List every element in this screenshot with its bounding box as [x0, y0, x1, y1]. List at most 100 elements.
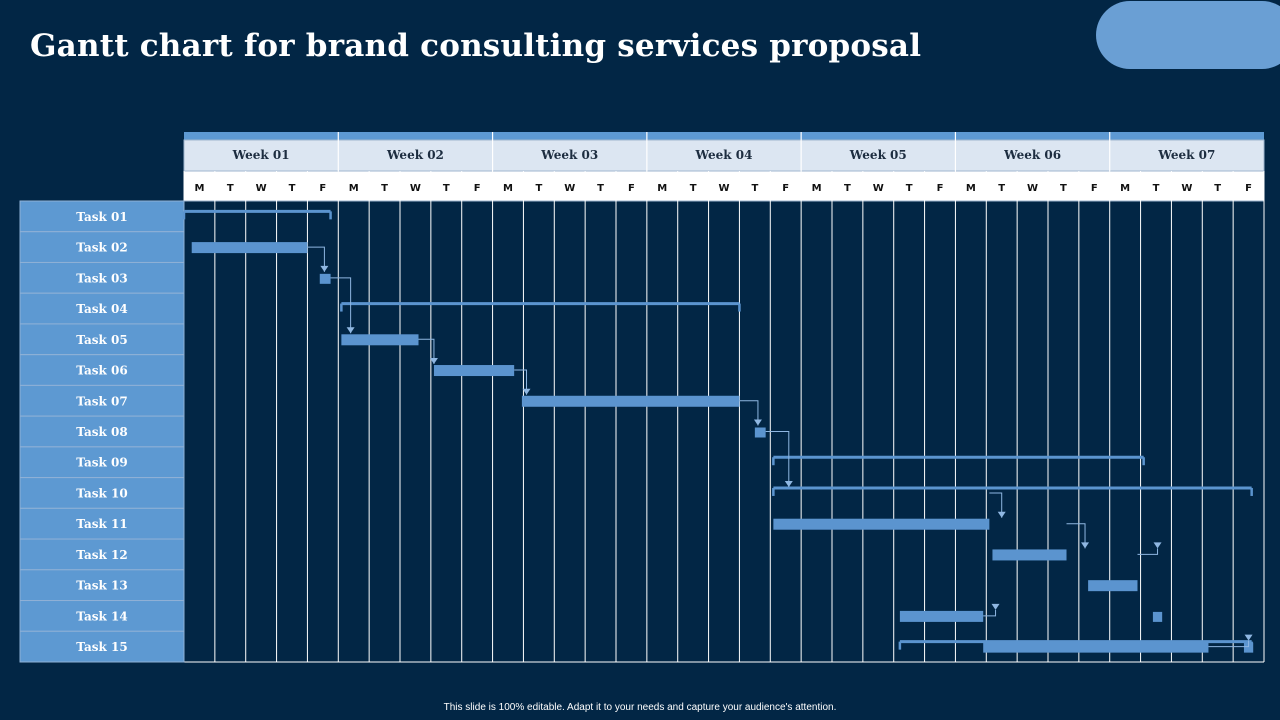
task-label: Task 05 [76, 333, 128, 347]
week-label: Week 07 [1157, 148, 1215, 162]
day-label: T [597, 183, 604, 194]
task-label-cell [19, 292, 185, 325]
week-label: Week 01 [232, 148, 290, 162]
task-label: Task 09 [76, 456, 128, 470]
day-label: T [381, 183, 388, 194]
week-label: Week 05 [849, 148, 907, 162]
dependency-link [765, 431, 790, 487]
task-label: Task 11 [76, 517, 128, 531]
day-label: F [1091, 183, 1098, 194]
task-label: Task 04 [76, 302, 128, 316]
day-label: M [349, 183, 359, 194]
day-label: F [937, 183, 944, 194]
week-label: Week 04 [695, 148, 753, 162]
week-label: Week 03 [540, 148, 598, 162]
task-label: Task 14 [76, 609, 128, 623]
day-label: F [319, 183, 326, 194]
task-label: Task 01 [76, 210, 128, 224]
task-label: Task 13 [76, 579, 128, 593]
task-label-cell [19, 231, 185, 263]
page-title: Gantt chart for brand consulting service… [30, 28, 922, 64]
milestone-bar [1152, 611, 1163, 622]
task-bar [191, 242, 308, 254]
dependency-arrow [991, 603, 1000, 610]
day-label: W [564, 183, 575, 194]
day-label: T [844, 183, 851, 194]
day-label: T [1214, 183, 1221, 194]
dependency-arrow [1081, 542, 1090, 549]
day-label: T [1153, 183, 1160, 194]
day-label: F [474, 183, 481, 194]
task-label: Task 10 [76, 486, 128, 500]
dependency-link [330, 277, 352, 334]
decorative-pill [1096, 1, 1280, 69]
dependency-arrow [1244, 634, 1253, 641]
task-label: Task 06 [76, 364, 128, 378]
milestone-bar [754, 427, 766, 438]
day-label: M [503, 183, 513, 194]
day-label: M [657, 183, 667, 194]
task-label-cell [19, 323, 185, 356]
dependency-arrow [429, 358, 438, 365]
day-label: W [718, 183, 729, 194]
dependency-arrow [997, 511, 1006, 518]
day-label: M [966, 183, 976, 194]
task-bar [521, 395, 740, 407]
milestone-bar [1243, 642, 1254, 653]
dependency-link [983, 609, 997, 617]
dependency-arrow [1153, 542, 1162, 549]
task-bar [983, 641, 1209, 653]
week-label: Week 02 [386, 148, 444, 162]
day-label: T [1060, 183, 1067, 194]
dependency-arrow [522, 388, 531, 395]
day-label: T [289, 183, 296, 194]
day-label: F [1245, 183, 1252, 194]
task-label: Task 07 [76, 394, 128, 408]
task-label-cell [19, 600, 185, 632]
day-label: W [1181, 183, 1192, 194]
task-label-cell [19, 384, 185, 417]
dependency-link [1066, 523, 1086, 549]
day-label: T [751, 183, 758, 194]
day-label: F [782, 183, 789, 194]
day-label: M [1120, 183, 1130, 194]
task-bar [341, 334, 419, 346]
day-label: T [535, 183, 542, 194]
day-label: M [194, 183, 204, 194]
day-label: T [998, 183, 1005, 194]
task-label: Task 03 [76, 271, 128, 285]
task-bar [1088, 580, 1138, 592]
task-label-cell [19, 569, 185, 602]
task-bar [433, 365, 515, 377]
task-label: Task 15 [76, 640, 128, 654]
task-label-cell [19, 446, 185, 479]
dependency-arrow [784, 480, 793, 487]
day-label: T [906, 183, 913, 194]
footer-note: This slide is 100% editable. Adapt it to… [443, 702, 837, 713]
dependency-link [739, 400, 759, 426]
day-label: T [690, 183, 697, 194]
task-label-cell [19, 630, 185, 663]
task-label: Task 12 [76, 548, 128, 562]
milestone-bar [319, 273, 331, 284]
task-bar [899, 610, 984, 622]
task-label-cell [19, 477, 185, 509]
task-label: Task 08 [76, 425, 128, 439]
day-label: W [873, 183, 884, 194]
day-label: W [256, 183, 267, 194]
dependency-link [1208, 640, 1250, 648]
task-label-cell [19, 415, 185, 448]
dependency-link [418, 338, 435, 365]
task-label: Task 02 [76, 241, 128, 255]
task-bar [992, 549, 1067, 561]
week-label: Week 06 [1003, 148, 1061, 162]
dependency-arrow [346, 327, 355, 334]
day-label: W [1027, 183, 1038, 194]
day-label: F [628, 183, 635, 194]
day-label: T [227, 183, 234, 194]
header-top-band [184, 132, 1264, 140]
day-label: T [443, 183, 450, 194]
dependency-link [514, 369, 528, 395]
dependency-arrow [753, 419, 762, 426]
task-label-cell [19, 507, 185, 540]
